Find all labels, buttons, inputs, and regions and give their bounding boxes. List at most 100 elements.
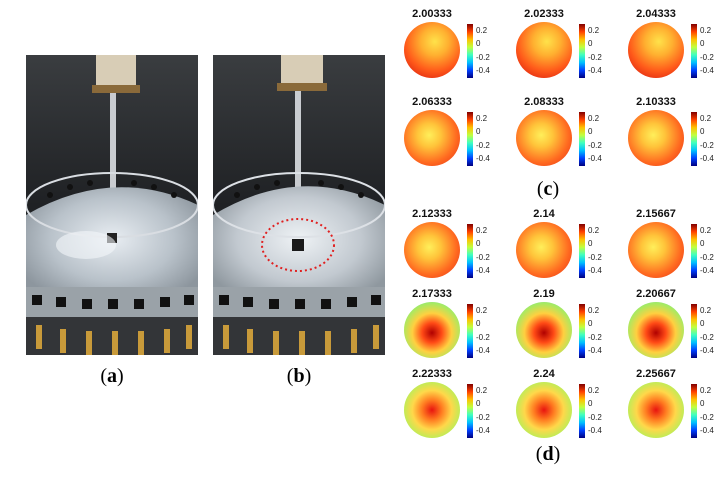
colorbar-tick-label: 0.2 [476, 25, 488, 35]
colorbar [467, 24, 473, 78]
time-label: 2.10333 [636, 96, 676, 108]
conductivity-disk [628, 382, 684, 438]
conductivity-disk [516, 222, 572, 278]
conductivity-disk [628, 110, 684, 166]
colorbar-tick-label: 0 [700, 39, 705, 49]
time-label: 2.24 [533, 368, 555, 380]
colorbar-tick-label: -0.2 [588, 52, 602, 62]
colorbar-tick-label: -0.2 [700, 140, 714, 150]
colorbar-tick-label: -0.4 [476, 346, 490, 356]
conductivity-disk-plot [404, 222, 473, 278]
colorbar-tick-label: -0.4 [476, 66, 490, 76]
colorbar-tick-label: 0.2 [476, 225, 488, 235]
time-label: 2.25667 [636, 368, 676, 380]
colorbar-tick-label: -0.2 [588, 332, 602, 342]
colorbar [691, 304, 697, 358]
colorbar-tick-label: 0.2 [476, 305, 488, 315]
conductivity-disk [404, 302, 460, 358]
colorbar-tick-label: 0.2 [700, 25, 712, 35]
conductivity-disk-plot [516, 382, 585, 438]
time-label: 2.15667 [636, 208, 676, 220]
colorbar-tick-label: 0 [588, 319, 593, 329]
heatmap-tile: 2.24 0.2 0 -0.2 -0.4 [512, 368, 607, 440]
conductivity-disk-plot [516, 302, 585, 358]
colorbar-tick-label: 0.2 [588, 385, 600, 395]
time-label: 2.14 [533, 208, 555, 220]
colorbar-tick-label: 0.2 [476, 113, 488, 123]
colorbar-tick-label: -0.4 [700, 266, 714, 276]
colorbar [691, 112, 697, 166]
colorbar [579, 112, 585, 166]
colorbar-tick-label: -0.2 [588, 252, 602, 262]
time-label: 2.06333 [412, 96, 452, 108]
conductivity-disk [404, 382, 460, 438]
colorbar [691, 384, 697, 438]
heatmap-tile: 2.15667 0.2 0 -0.2 -0.4 [624, 208, 719, 280]
time-label: 2.12333 [412, 208, 452, 220]
conductivity-disk-plot [516, 110, 585, 166]
conductivity-disk-plot [628, 222, 697, 278]
colorbar-tick-label: -0.4 [588, 154, 602, 164]
conductivity-disk-plot [516, 22, 585, 78]
conductivity-disk [516, 302, 572, 358]
heatmap-tile: 2.19 0.2 0 -0.2 -0.4 [512, 288, 607, 360]
conductivity-disk-plot [628, 22, 697, 78]
colorbar [467, 112, 473, 166]
conductivity-disk [516, 382, 572, 438]
heatmap-tile: 2.20667 0.2 0 -0.2 -0.4 [624, 288, 719, 360]
tank-photo-a-illustration [26, 55, 198, 355]
colorbar-tick-label: -0.4 [588, 346, 602, 356]
colorbar-tick-label: -0.2 [476, 252, 490, 262]
tank-photo-b-illustration [213, 55, 385, 355]
time-label: 2.08333 [524, 96, 564, 108]
colorbar-tick-label: 0.2 [588, 305, 600, 315]
colorbar [691, 24, 697, 78]
conductivity-disk [516, 22, 572, 78]
colorbar [579, 304, 585, 358]
colorbar-tick-label: -0.4 [700, 154, 714, 164]
red-dotted-circle [261, 218, 335, 272]
colorbar-tick-label: -0.4 [588, 266, 602, 276]
heatmap-tile: 2.14 0.2 0 -0.2 -0.4 [512, 208, 607, 280]
colorbar-tick-label: -0.2 [700, 52, 714, 62]
colorbar-tick-label: -0.2 [476, 332, 490, 342]
photo-b-tank [213, 55, 385, 355]
conductivity-disk-plot [404, 110, 473, 166]
colorbar-tick-label: -0.2 [700, 412, 714, 422]
conductivity-disk-plot [628, 302, 697, 358]
conductivity-disk [404, 22, 460, 78]
panel-label-b: (b) [286, 365, 312, 387]
colorbar-tick-label: 0 [588, 127, 593, 137]
colorbar-tick-label: 0 [700, 239, 705, 249]
colorbar-tick-label: 0 [476, 239, 481, 249]
colorbar-tick-label: 0.2 [700, 385, 712, 395]
heatmap-tile: 2.00333 0.2 0 -0.2 -0.4 [400, 8, 495, 80]
colorbar-tick-label: 0 [476, 399, 481, 409]
colorbar-tick-label: 0 [700, 319, 705, 329]
colorbar-tick-label: -0.4 [476, 154, 490, 164]
conductivity-disk-plot [404, 22, 473, 78]
colorbar-tick-label: 0 [588, 399, 593, 409]
colorbar [467, 304, 473, 358]
colorbar-tick-label: -0.2 [588, 412, 602, 422]
colorbar-tick-label: 0.2 [588, 25, 600, 35]
time-label: 2.17333 [412, 288, 452, 300]
colorbar-tick-label: 0 [588, 39, 593, 49]
conductivity-disk [628, 302, 684, 358]
colorbar-tick-label: 0 [700, 127, 705, 137]
colorbar-tick-label: -0.4 [588, 66, 602, 76]
colorbar-tick-label: 0.2 [700, 113, 712, 123]
colorbar-tick-label: -0.4 [476, 266, 490, 276]
heatmap-tile: 2.02333 0.2 0 -0.2 -0.4 [512, 8, 607, 80]
colorbar-tick-label: -0.4 [700, 66, 714, 76]
colorbar-tick-label: -0.4 [588, 426, 602, 436]
colorbar-tick-label: 0.2 [588, 113, 600, 123]
conductivity-disk [404, 222, 460, 278]
colorbar-tick-label: -0.2 [476, 412, 490, 422]
conductivity-disk-plot [404, 302, 473, 358]
panel-label-a: (a) [100, 365, 124, 387]
colorbar-tick-label: 0 [476, 127, 481, 137]
panel-label-c: (c) [536, 178, 560, 200]
colorbar [579, 224, 585, 278]
colorbar-tick-label: 0 [700, 399, 705, 409]
